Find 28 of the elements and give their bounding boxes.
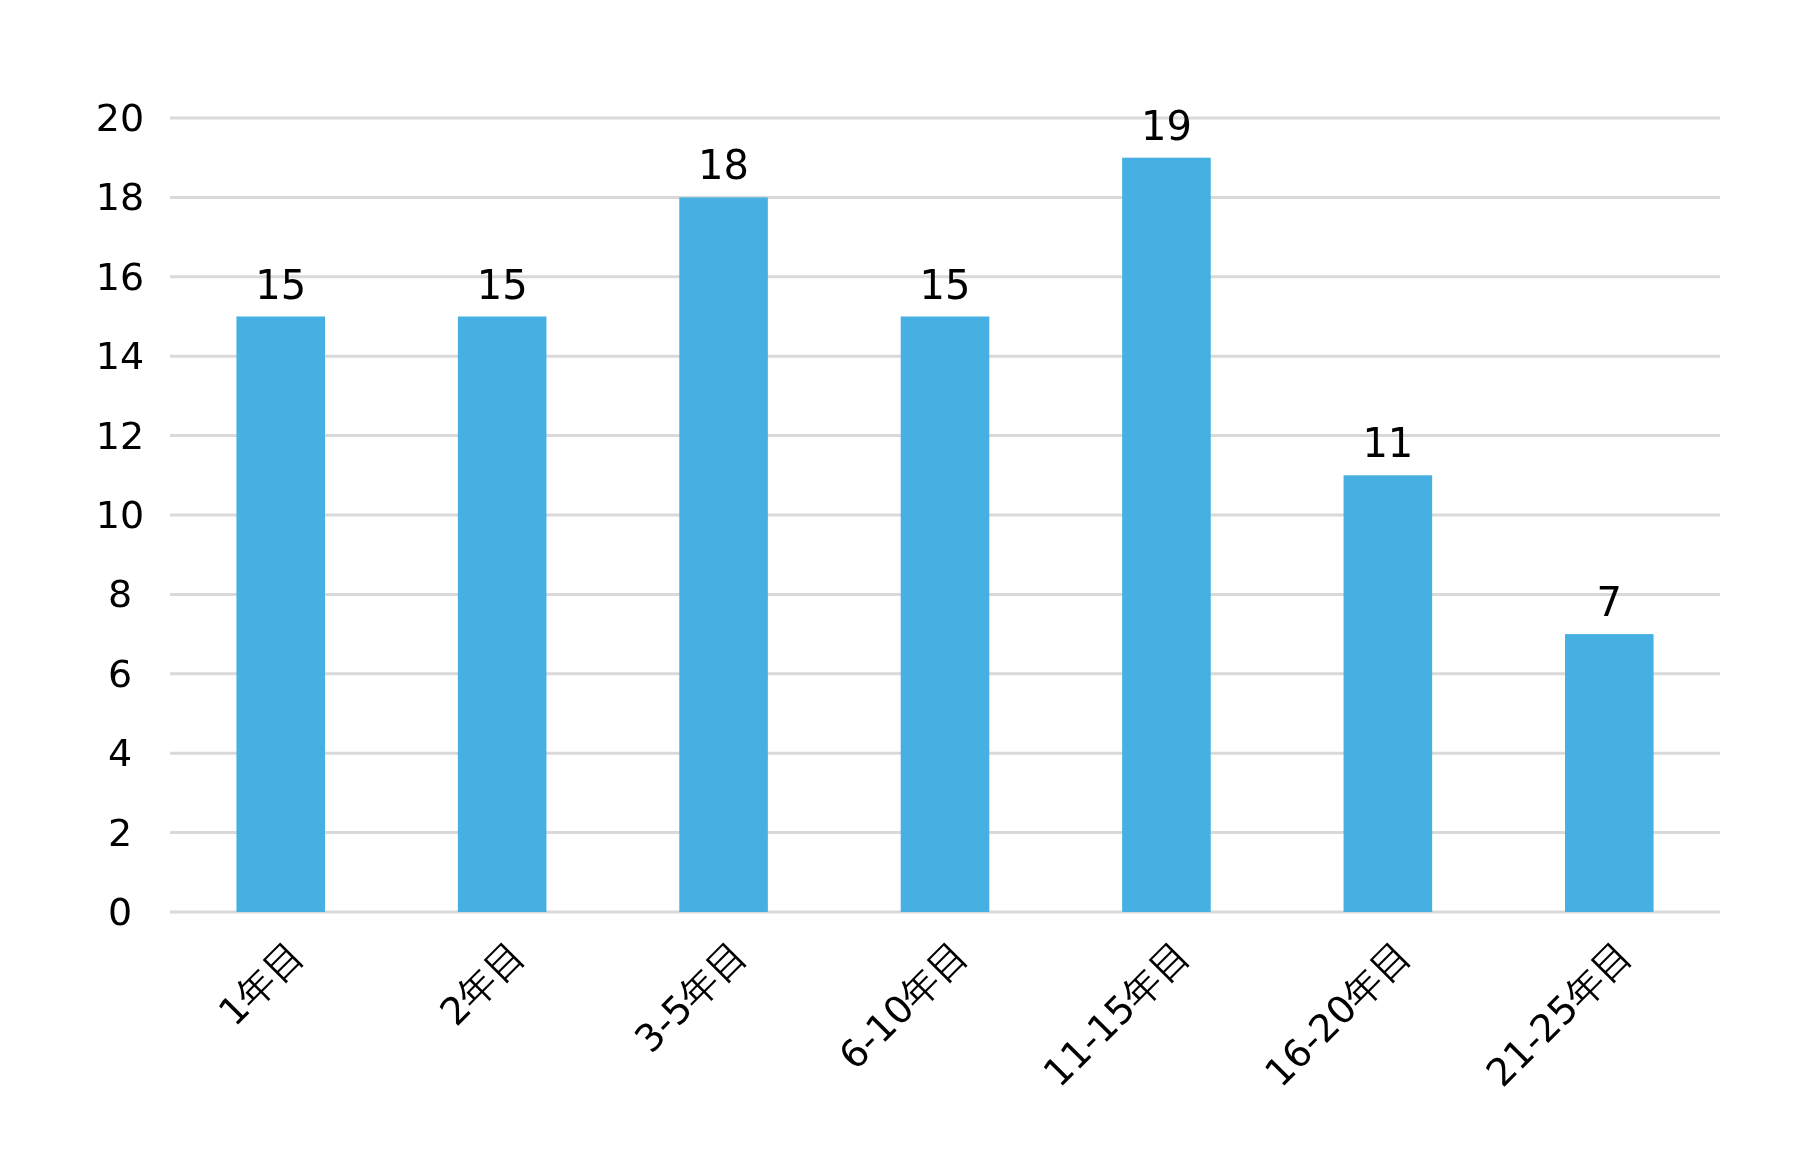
bar: [900, 316, 990, 912]
y-tick-label: 18: [95, 175, 145, 220]
y-tick-label: 20: [95, 96, 145, 140]
y-tick-label: 0: [107, 890, 133, 934]
data-label: 15: [919, 261, 971, 308]
data-label: 7: [1596, 579, 1623, 626]
y-tick-label: 16: [95, 254, 145, 299]
y-tick-label: 2: [107, 810, 133, 855]
y-tick-label: 4: [107, 731, 133, 776]
bar: [1565, 634, 1654, 912]
y-tick-label: 14: [95, 334, 145, 379]
data-label: 11: [1362, 420, 1414, 467]
bar: [457, 316, 547, 912]
x-tick-label: 3-5年目: [626, 932, 755, 1061]
data-label: 15: [255, 261, 307, 308]
data-label: 18: [698, 142, 750, 189]
bar: [1122, 157, 1211, 912]
bar: [236, 316, 325, 912]
y-tick-label: 8: [107, 572, 133, 617]
y-tick-label: 6: [107, 651, 133, 696]
y-tick-label: 12: [95, 413, 145, 458]
data-label: 19: [1140, 102, 1192, 149]
bar: [1343, 475, 1433, 912]
x-tick-label: 1年目: [210, 932, 313, 1035]
data-label: 15: [476, 261, 528, 308]
bar: [679, 197, 768, 912]
y-tick-label: 10: [95, 493, 145, 537]
x-tick-label: 2年目: [431, 932, 534, 1035]
